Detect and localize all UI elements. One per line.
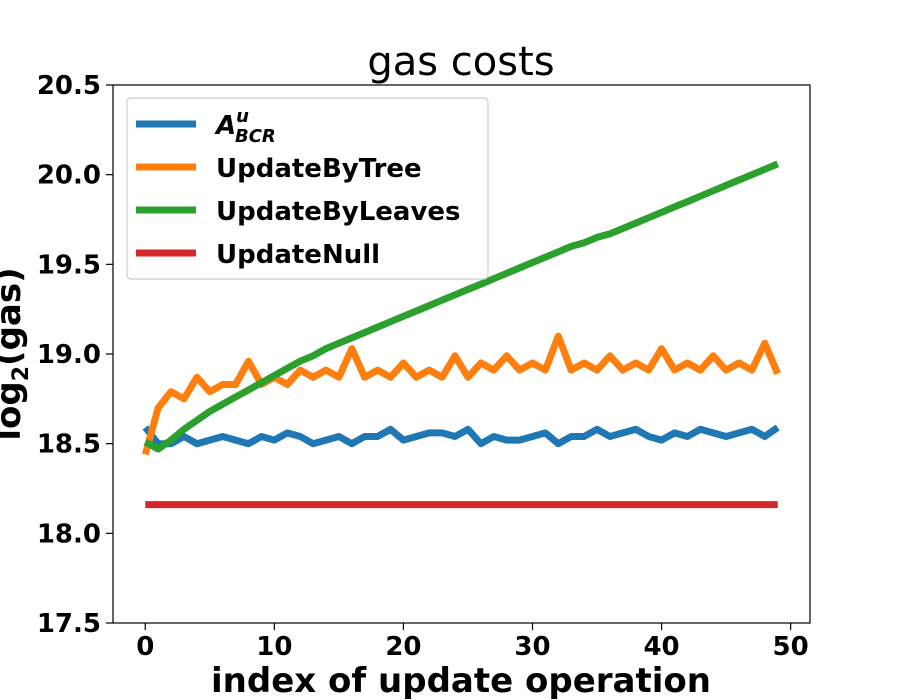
y-axis-label: log2(gas) <box>0 267 34 440</box>
y-tick-label: 19.5 <box>37 250 101 280</box>
x-axis-ticks: 0 10 20 30 40 50 <box>136 623 809 662</box>
y-axis-label-tail: (gas) <box>0 267 29 366</box>
chart-title: gas costs <box>367 39 554 85</box>
y-axis-label-main: log <box>0 381 29 440</box>
legend-label-superscript: u <box>236 106 249 127</box>
y-tick-label: 19.0 <box>37 340 101 370</box>
y-axis-ticks: 17.5 18.0 18.5 19.0 19.5 20.0 20.5 <box>37 71 113 639</box>
plot-lines <box>141 160 781 509</box>
y-tick-label: 18.5 <box>37 430 101 460</box>
x-tick-label: 30 <box>514 632 550 662</box>
y-axis-label-subscript: 2 <box>9 366 34 381</box>
series-line-0 <box>142 424 780 448</box>
legend-label-3: UpdateNull <box>216 240 380 270</box>
legend: Au BCR UpdateByTree UpdateByLeaves UpdateNul… <box>126 97 489 280</box>
legend-label-2: UpdateByLeaves <box>216 197 461 227</box>
x-tick-label: 10 <box>256 632 292 662</box>
x-tick-label: 40 <box>643 632 679 662</box>
series-line-2 <box>143 160 780 453</box>
x-tick-label: 50 <box>773 632 809 662</box>
legend-label-0: Au BCR <box>214 106 276 147</box>
y-tick-label: 20.0 <box>37 161 101 191</box>
x-axis-label: index of update operation <box>211 661 711 700</box>
legend-label-subscript: BCR <box>235 126 276 147</box>
y-tick-label: 17.5 <box>37 609 101 639</box>
y-tick-label: 18.0 <box>37 519 101 549</box>
y-tick-label: 20.5 <box>37 71 101 101</box>
series-line-1 <box>141 332 781 456</box>
legend-label-1: UpdateByTree <box>216 154 422 184</box>
x-tick-label: 0 <box>136 632 154 662</box>
x-tick-label: 20 <box>385 632 421 662</box>
legend-label-main: A <box>214 111 236 141</box>
legend-frame <box>126 97 489 280</box>
